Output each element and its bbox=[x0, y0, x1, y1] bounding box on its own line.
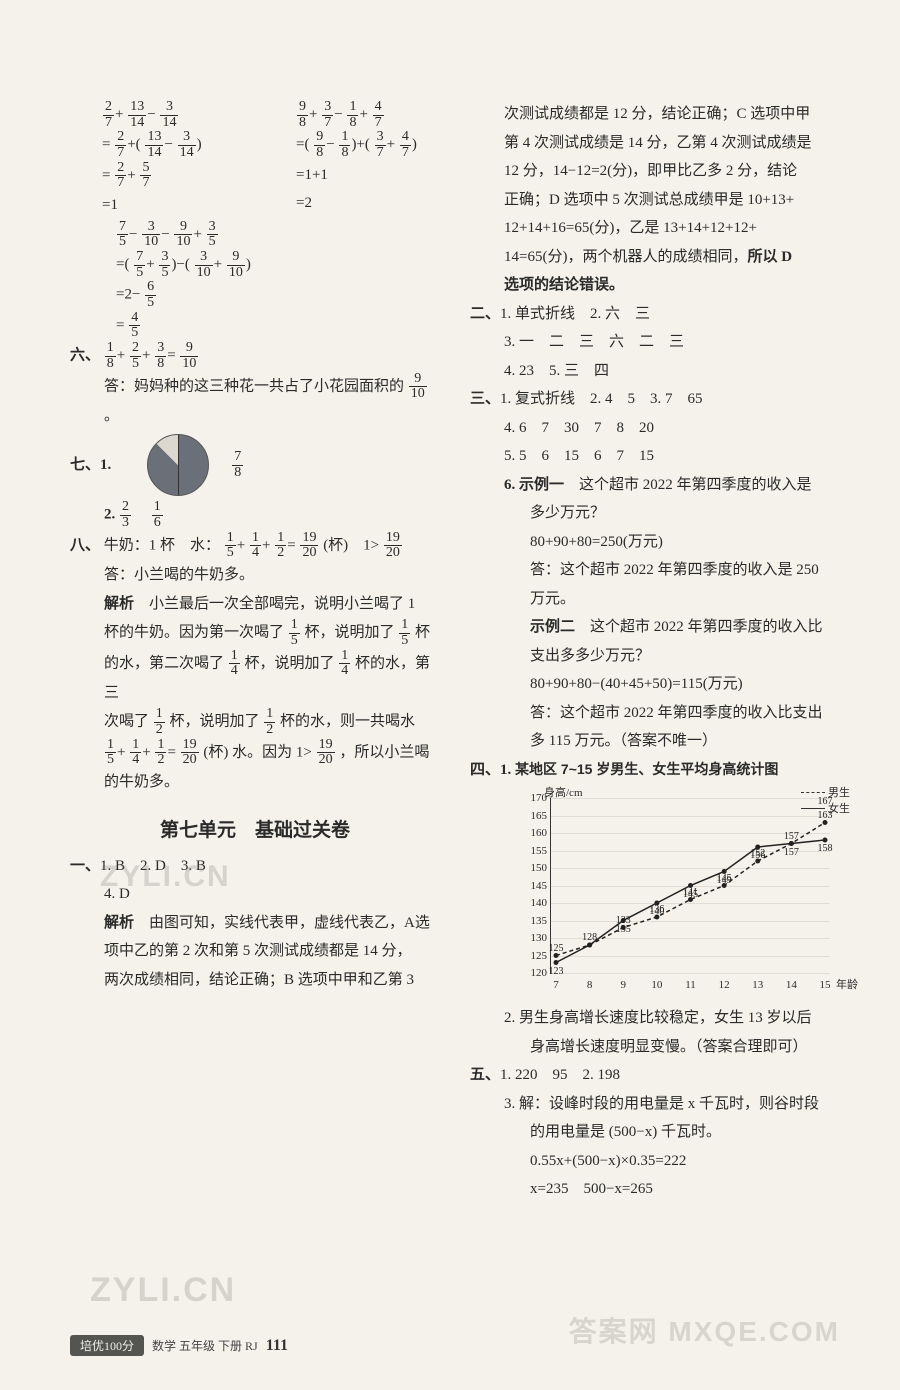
section-seven: 七、1. bbox=[70, 451, 111, 480]
section-five: 五、 bbox=[470, 1067, 500, 1083]
n: 2 bbox=[103, 100, 114, 116]
unit7-title: 第七单元 基础过关卷 bbox=[70, 815, 440, 842]
result: =1 bbox=[102, 191, 246, 220]
section-three: 三、 bbox=[470, 391, 500, 407]
section-four: 四、1. bbox=[470, 762, 511, 778]
page-footer: 培优100分 数学 五年级 下册 RJ 111 bbox=[70, 1335, 850, 1356]
footer-badge: 培优100分 bbox=[70, 1335, 144, 1356]
pie-chart-icon bbox=[147, 434, 209, 496]
footer-subject: 数学 五年级 下册 RJ bbox=[152, 1337, 258, 1354]
chart-title: 某地区 7~15 岁男生、女生平均身高统计图 bbox=[515, 761, 778, 777]
section-six: 六、 bbox=[70, 348, 100, 364]
height-line-chart: 身高/cm 年龄 男生 女生 1201251301351401451501551… bbox=[510, 788, 850, 998]
x-axis-label: 年龄 bbox=[836, 976, 858, 992]
page-number: 111 bbox=[266, 1337, 288, 1355]
jiexi-label: 解析 bbox=[104, 596, 134, 612]
section-eight: 八、 bbox=[70, 537, 100, 553]
section-two: 二、 bbox=[470, 306, 500, 322]
